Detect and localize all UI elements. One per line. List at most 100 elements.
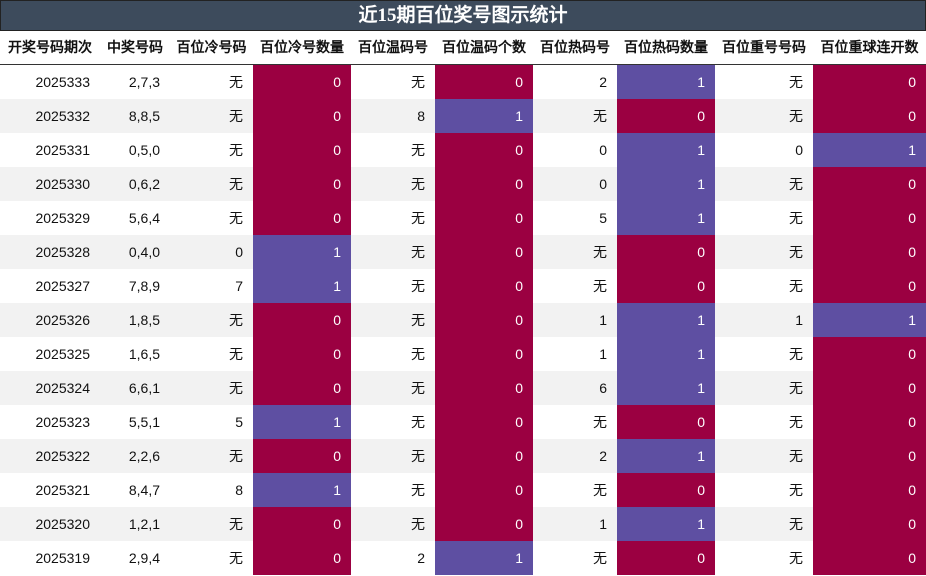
cell: 无 [411, 414, 425, 430]
count-cell: 1 [253, 405, 351, 439]
count-cell: 0 [253, 133, 351, 167]
count-cell: 0 [435, 371, 533, 405]
cell: 0,5,0 [128, 142, 160, 158]
cell: 2025331 [35, 142, 90, 158]
count-cell: 0 [617, 99, 715, 133]
count-cell: 0 [435, 473, 533, 507]
count-cell: 1 [617, 65, 715, 99]
cell: 0 [795, 142, 803, 158]
count-cell: 0 [435, 405, 533, 439]
count-cell: 1 [813, 303, 926, 337]
cell: 8,4,7 [128, 482, 160, 498]
cell: 无 [229, 142, 243, 158]
count-cell: 1 [435, 99, 533, 133]
cell: 2025328 [35, 244, 90, 260]
cell: 1,8,5 [128, 312, 160, 328]
cell: 无 [789, 244, 803, 260]
count-cell: 0 [253, 167, 351, 201]
count-cell: 1 [617, 201, 715, 235]
count-cell: 0 [435, 507, 533, 541]
cell: 无 [411, 74, 425, 90]
count-cell: 0 [617, 541, 715, 575]
cell: 5,6,4 [128, 210, 160, 226]
count-cell: 0 [435, 269, 533, 303]
cell: 无 [229, 380, 243, 396]
count-cell: 1 [253, 269, 351, 303]
count-cell: 0 [813, 337, 926, 371]
cell: 2,2,6 [128, 448, 160, 464]
cell: 无 [789, 278, 803, 294]
cell: 无 [411, 482, 425, 498]
count-cell: 0 [813, 167, 926, 201]
cell: 无 [789, 516, 803, 532]
cell: 1,6,5 [128, 346, 160, 362]
count-cell: 0 [813, 99, 926, 133]
cell: 无 [229, 74, 243, 90]
cell: 无 [411, 210, 425, 226]
header-rule [0, 64, 926, 65]
count-cell: 0 [813, 65, 926, 99]
cell: 无 [411, 448, 425, 464]
cell: 无 [789, 108, 803, 124]
cell: 2025319 [35, 550, 90, 566]
count-cell: 0 [435, 167, 533, 201]
cell: 无 [789, 380, 803, 396]
count-cell: 0 [813, 507, 926, 541]
header-cell: 中奖号码 [107, 39, 163, 55]
count-cell: 0 [253, 65, 351, 99]
cell: 1 [795, 312, 803, 328]
count-cell: 0 [813, 269, 926, 303]
count-cell: 0 [435, 439, 533, 473]
cell: 6,6,1 [128, 380, 160, 396]
header-cell: 百位重号号码 [722, 39, 806, 55]
cell: 无 [789, 74, 803, 90]
count-cell: 0 [435, 201, 533, 235]
cell: 8 [417, 108, 425, 124]
cell: 2 [417, 550, 425, 566]
title: 近15期百位奖号图示统计 [0, 0, 926, 31]
cell: 1 [599, 516, 607, 532]
count-cell: 1 [617, 167, 715, 201]
count-cell: 0 [813, 439, 926, 473]
count-cell: 0 [253, 201, 351, 235]
count-cell: 0 [435, 337, 533, 371]
cell: 7,8,9 [128, 278, 160, 294]
count-cell: 1 [435, 541, 533, 575]
cell: 2025332 [35, 108, 90, 124]
count-cell: 1 [617, 133, 715, 167]
cell: 2025323 [35, 414, 90, 430]
cell: 无 [229, 108, 243, 124]
count-cell: 0 [253, 337, 351, 371]
count-cell: 0 [617, 269, 715, 303]
header-cell: 百位冷号码 [176, 39, 247, 55]
cell: 2025333 [35, 74, 90, 90]
header-cell: 百位重球连开数 [820, 39, 919, 55]
count-cell: 1 [253, 235, 351, 269]
count-cell: 0 [813, 371, 926, 405]
header-cell: 百位温码个数 [442, 39, 526, 55]
count-cell: 1 [617, 507, 715, 541]
header-cell: 百位温码号 [358, 39, 428, 55]
count-cell: 0 [253, 507, 351, 541]
cell: 无 [229, 176, 243, 192]
count-cell: 0 [253, 371, 351, 405]
cell: 2 [599, 74, 607, 90]
cell: 无 [593, 482, 607, 498]
count-cell: 0 [435, 133, 533, 167]
cell: 8,8,5 [128, 108, 160, 124]
cell: 无 [229, 312, 243, 328]
cell: 2025322 [35, 448, 90, 464]
cell: 6 [599, 380, 607, 396]
cell: 无 [593, 244, 607, 260]
header-cell: 百位热码号 [540, 39, 610, 55]
cell: 无 [229, 516, 243, 532]
cell: 无 [789, 550, 803, 566]
cell: 无 [411, 176, 425, 192]
count-cell: 0 [813, 235, 926, 269]
header-cell: 开奖号码期次 [8, 39, 92, 55]
cell: 8 [235, 482, 243, 498]
count-cell: 0 [813, 405, 926, 439]
count-cell: 1 [617, 303, 715, 337]
cell: 无 [411, 346, 425, 362]
count-cell: 0 [253, 541, 351, 575]
